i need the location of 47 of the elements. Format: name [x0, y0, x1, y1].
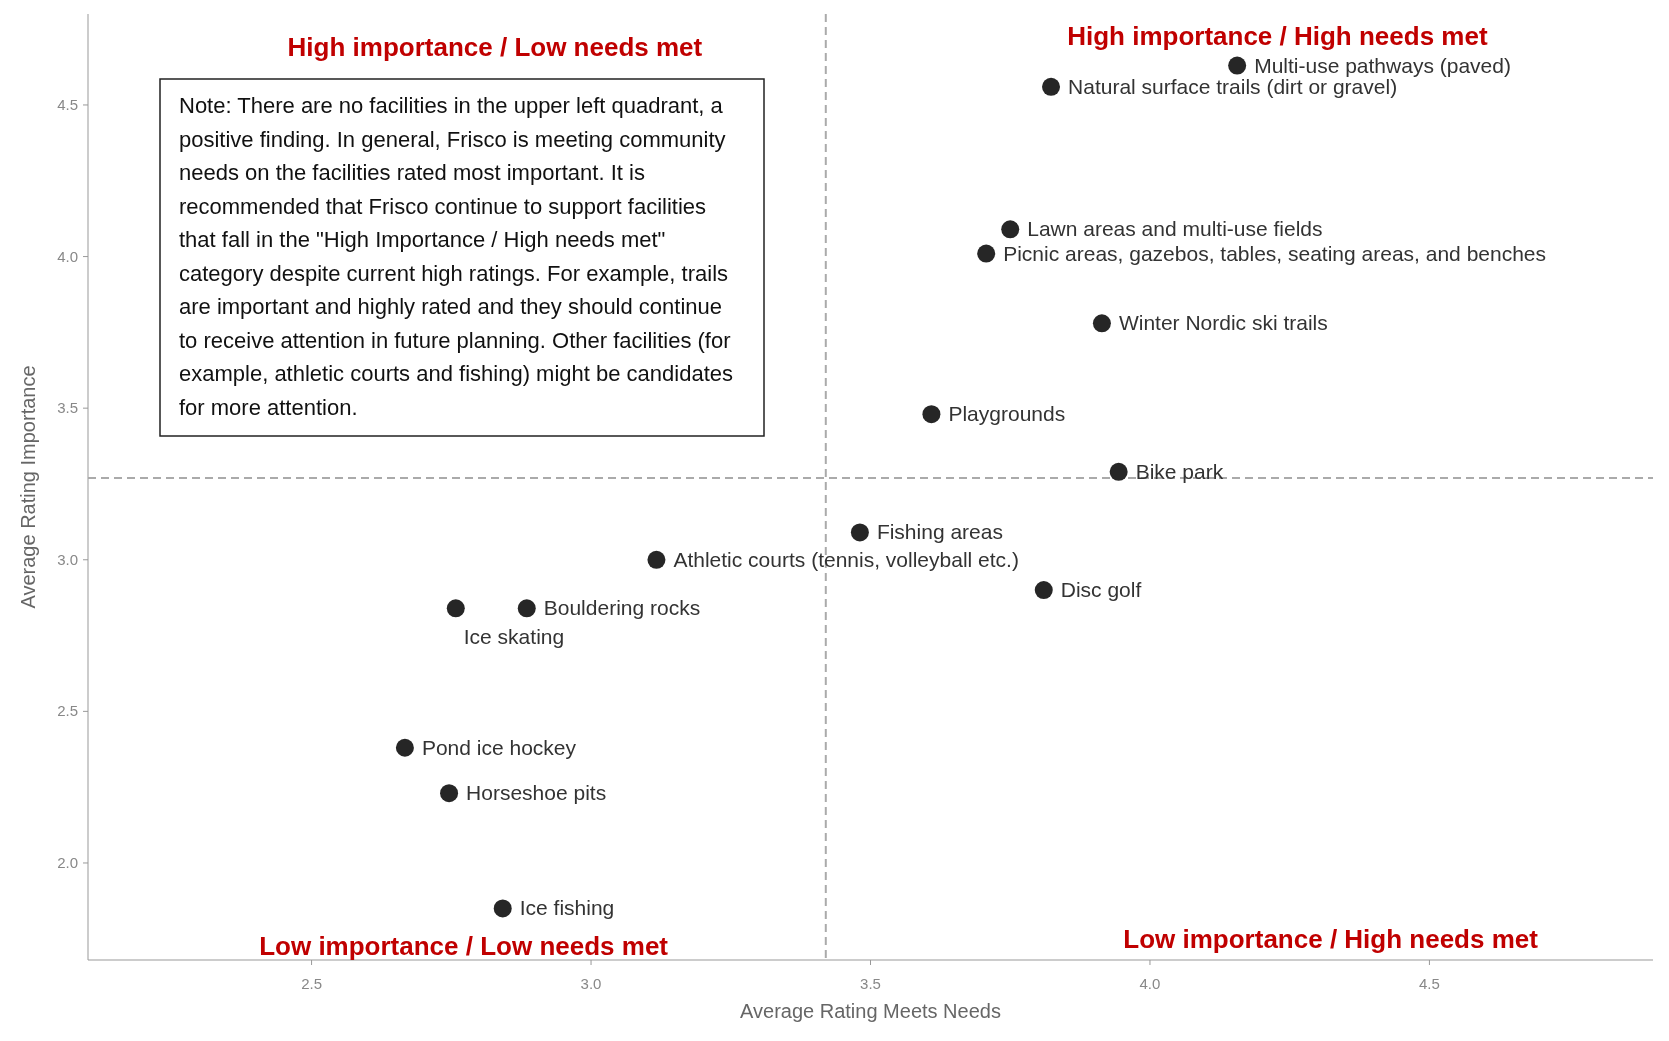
x-tick-label: 3.0	[580, 975, 602, 992]
point	[1034, 581, 1053, 600]
annotation: Athletic courts (tennis, volleyball etc.)	[673, 547, 1019, 571]
y-tick-label: 2.0	[57, 853, 78, 871]
annotation: Winter Nordic ski trails	[1118, 311, 1328, 335]
x-tick-label: 3.5	[860, 975, 881, 992]
point	[977, 244, 996, 263]
x-tick-label: 2.5	[301, 975, 322, 992]
y-tick-label: 4.0	[57, 247, 78, 265]
annotation: Multi-use pathways (paved)	[1254, 53, 1511, 77]
x-tick-label: 4.5	[1419, 975, 1440, 992]
x-tick-label: 4.0	[1139, 975, 1161, 992]
point	[440, 784, 459, 803]
annotation: Ice skating	[463, 625, 565, 649]
text: Note: There are no facilities in the upper left quadrant, a positive finding. In general, Frisco is meeting community needs on the facilities rated most important. It is recommended that Frisco continue to support facilities that fall in the "High Importance / High needs met" category despite current high ratings. For example, trails are important and highly rated and they should continue to receive attention in future planning. Other facilities (for example, athletic courts and fishing) might be candidates for more attention.	[179, 93, 733, 420]
point	[850, 523, 869, 542]
annotation: High importance / High needs met	[1067, 20, 1488, 51]
point	[922, 405, 941, 424]
point	[1092, 314, 1111, 333]
annotation: Horseshoe pits	[466, 781, 607, 805]
point	[1042, 77, 1061, 96]
point	[493, 899, 512, 918]
y-axis-title: Average Rating Importance	[17, 365, 39, 609]
y-tick-label: 2.5	[57, 702, 78, 720]
annotation: Disc golf	[1060, 578, 1142, 602]
point	[647, 550, 666, 569]
y-tick-label: 3.5	[57, 399, 78, 417]
annotation: Ice fishing	[519, 896, 615, 920]
annotation: High importance / Low needs met	[287, 32, 703, 63]
annotation: Fishing areas	[876, 520, 1003, 544]
point	[517, 599, 536, 618]
point	[1001, 220, 1020, 239]
y-tick-label: 4.5	[57, 95, 78, 113]
annotation: Picnic areas, gazebos, tables, seating areas, and benches	[1003, 241, 1547, 265]
point	[395, 738, 414, 757]
point	[446, 599, 465, 618]
point	[1109, 462, 1128, 481]
annotation: Low importance / Low needs met	[259, 930, 669, 961]
y-tick-label: 3.0	[57, 550, 78, 568]
x-axis-title: Average Rating Meets Needs	[740, 1000, 1001, 1022]
annotation: Bike park	[1135, 459, 1224, 483]
annotation: Bouldering rocks	[543, 596, 701, 620]
annotation: Pond ice hockey	[421, 735, 577, 759]
annotation: Playgrounds	[948, 402, 1066, 426]
annotation: Low importance / High needs met	[1123, 924, 1539, 955]
point	[1228, 56, 1247, 75]
annotation: Lawn areas and multi-use fields	[1027, 217, 1323, 241]
